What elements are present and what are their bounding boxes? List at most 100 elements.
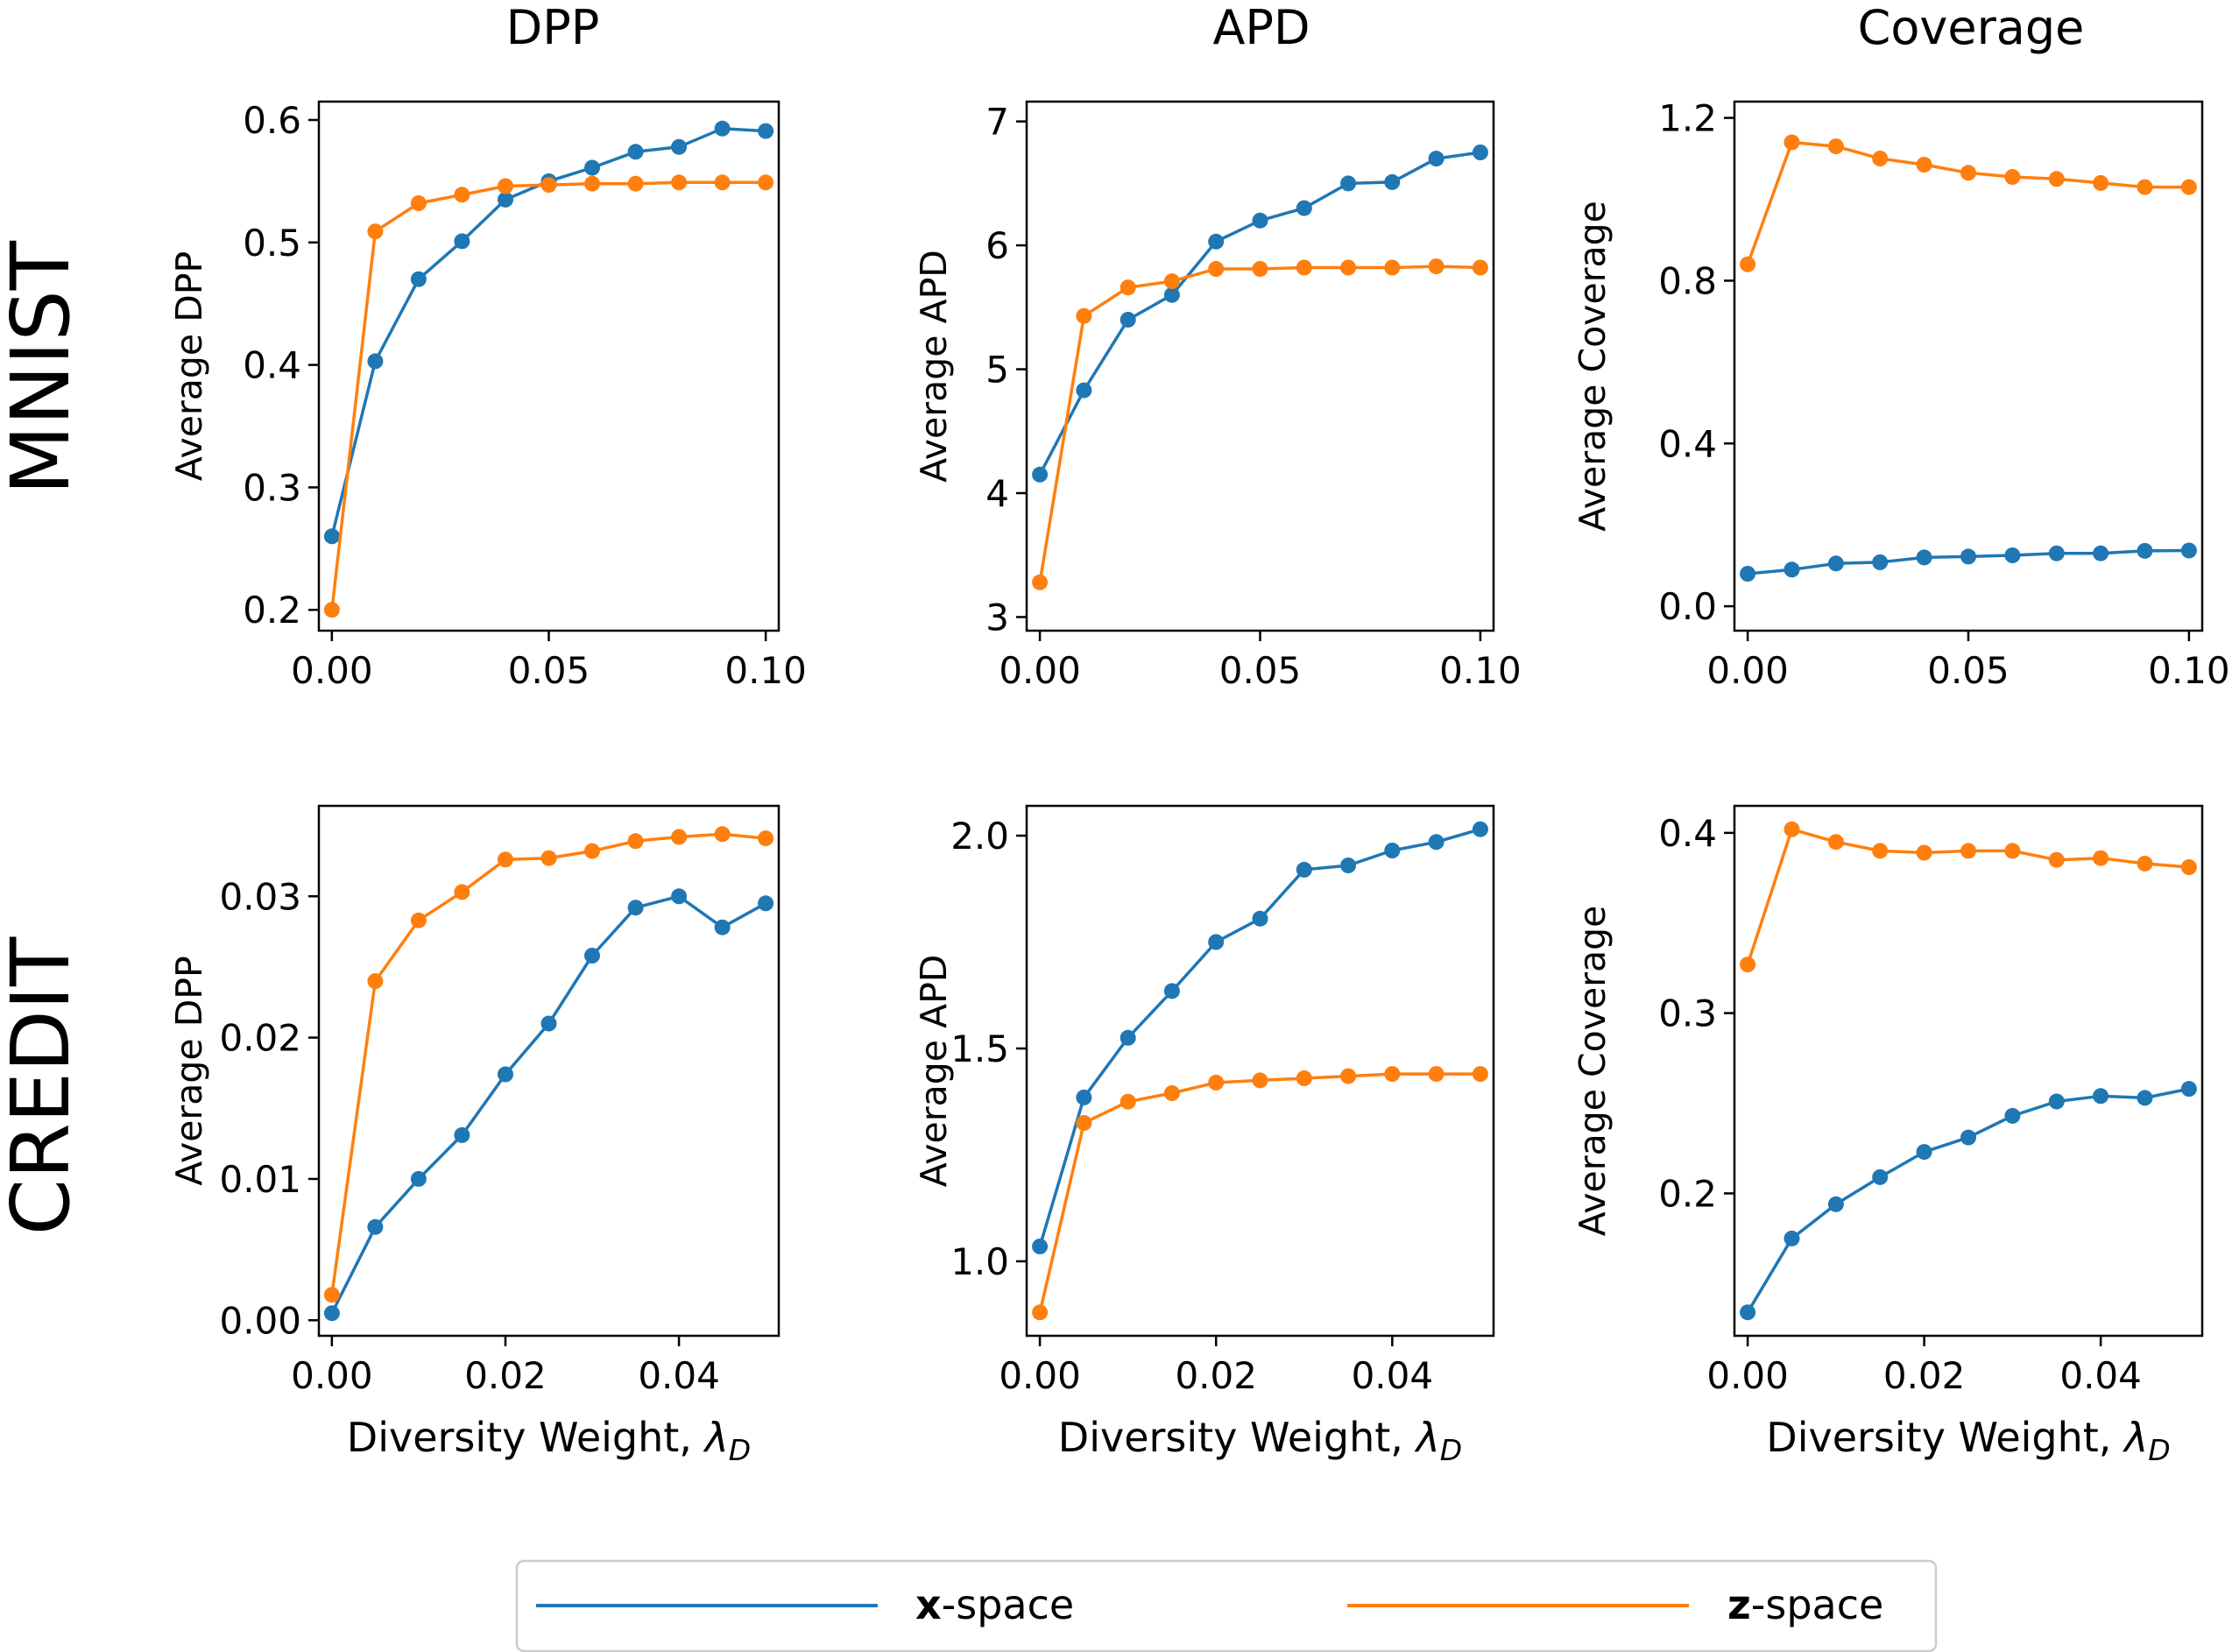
data-point-x-space [1208, 934, 1225, 950]
panel-credit-apd: 0.00 0.02 0.04 1.0 1.5 2.0 Average APD Diversit… [913, 804, 1495, 1467]
y-axis-label: Average DPP [168, 956, 210, 1185]
data-point-x-space [2048, 1093, 2065, 1110]
data-point-x-space [2004, 547, 2021, 563]
data-point-x-space [2137, 1090, 2153, 1106]
panel-credit-coverage: 0.00 0.02 0.04 0.2 0.3 0.4 Average Coverage Div… [1572, 804, 2204, 1467]
data-point-x-space [1472, 821, 1488, 837]
data-point-z-space [584, 843, 600, 859]
data-point-z-space [1740, 256, 1756, 272]
data-point-z-space [1076, 307, 1092, 324]
data-point-z-space [323, 602, 340, 618]
data-point-z-space [1472, 1066, 1488, 1083]
data-point-x-space [1296, 861, 1312, 878]
x-axis-label: Diversity Weight, λD [1058, 1414, 1462, 1467]
data-point-z-space [2048, 851, 2065, 868]
data-point-x-space [323, 1305, 340, 1322]
data-point-x-space [1827, 1196, 1844, 1212]
y-tick-label: 0.8 [1658, 259, 1717, 302]
data-point-x-space [410, 271, 427, 287]
data-point-z-space [1252, 1072, 1268, 1089]
x-tick-label: 0.02 [1175, 1354, 1257, 1397]
y-tick-label: 0.4 [1658, 422, 1717, 465]
data-point-z-space [2180, 179, 2197, 195]
data-point-x-space [758, 895, 774, 912]
y-tick-label: 6 [985, 224, 1009, 267]
plot-frame [1025, 100, 1495, 632]
data-point-z-space [1916, 157, 1932, 173]
data-point-z-space [1120, 1093, 1136, 1110]
data-point-x-space [1252, 212, 1268, 229]
series-line-x-space [1746, 1087, 2190, 1314]
data-point-x-space [1872, 554, 1889, 570]
x-tick-label: 0.00 [999, 1354, 1081, 1397]
y-axis-label: Average APD [913, 955, 955, 1188]
y-tick-label: 0.4 [243, 344, 301, 387]
data-point-z-space [1076, 1115, 1092, 1131]
data-point-x-space [584, 159, 600, 176]
data-point-z-space [498, 178, 513, 194]
x-tick-label: 0.00 [1706, 1354, 1789, 1397]
data-point-x-space [1783, 1230, 1800, 1246]
y-tick-label: 1.0 [950, 1240, 1009, 1283]
y-tick-label: 5 [985, 349, 1009, 392]
x-tick-label: 0.00 [1706, 649, 1789, 692]
y-tick-label: 4 [985, 472, 1009, 515]
x-tick-label: 0.00 [999, 649, 1081, 692]
data-point-x-space [2180, 1081, 2197, 1098]
y-tick-label: 0.6 [243, 99, 301, 142]
data-point-z-space [1872, 843, 1889, 859]
y-tick-label: 0.00 [219, 1299, 301, 1342]
data-point-z-space [627, 175, 644, 192]
data-point-z-space [2048, 171, 2065, 187]
data-point-z-space [2093, 174, 2109, 191]
data-point-x-space [1428, 151, 1444, 167]
data-point-z-space [454, 187, 470, 203]
data-point-z-space [1428, 258, 1444, 275]
data-point-x-space [1872, 1168, 1889, 1185]
y-axis-label: Average APD [913, 250, 955, 483]
y-axis-label: Average Coverage [1572, 201, 1614, 532]
data-point-z-space [540, 177, 557, 194]
data-point-x-space [498, 191, 513, 208]
y-tick-label: 0.0 [1658, 585, 1717, 628]
x-tick-label: 0.00 [291, 649, 373, 692]
column-titles: DPP APD Coverage [506, 0, 2085, 55]
data-point-x-space [1120, 312, 1136, 328]
data-point-z-space [540, 850, 557, 866]
data-point-x-space [1032, 466, 1049, 483]
data-point-x-space [1783, 561, 1800, 578]
y-axis-label: Average Coverage [1572, 906, 1614, 1237]
data-point-x-space [584, 948, 600, 964]
data-point-x-space [1916, 1144, 1932, 1161]
data-point-x-space [498, 1066, 513, 1083]
x-tick-label: 0.04 [1352, 1354, 1434, 1397]
data-point-x-space [627, 144, 644, 160]
data-point-x-space [454, 1126, 470, 1143]
legend: x-space z-space [515, 1559, 1938, 1652]
data-point-x-space [2137, 542, 2153, 559]
x-tick-label: 0.04 [638, 1354, 720, 1397]
data-point-z-space [410, 195, 427, 211]
row-title-mnist: MNIST [0, 240, 88, 495]
series-line-x-space [1038, 828, 1481, 1247]
x-tick-label: 0.00 [291, 1354, 373, 1397]
data-point-x-space [410, 1170, 427, 1187]
data-point-z-space [1872, 151, 1889, 166]
data-point-x-space [1032, 1239, 1049, 1254]
data-point-x-space [1384, 173, 1401, 190]
x-axis-label: Diversity Weight, λD [1766, 1414, 2170, 1467]
data-point-z-space [2137, 855, 2153, 872]
data-point-z-space [1960, 165, 1976, 181]
series-line-x-space [1038, 151, 1481, 476]
plot-frame [317, 804, 780, 1338]
series-line-z-space [1038, 265, 1480, 583]
data-point-z-space [1252, 261, 1268, 277]
y-tick-label: 0.01 [219, 1158, 301, 1201]
row-titles: MNIST CREDIT [0, 240, 88, 1235]
data-point-z-space [1163, 1085, 1180, 1101]
row-title-credit: CREDIT [0, 936, 88, 1235]
data-point-x-space [1208, 233, 1225, 250]
data-point-x-space [1340, 858, 1357, 873]
y-axis-label: Average DPP [168, 251, 210, 481]
